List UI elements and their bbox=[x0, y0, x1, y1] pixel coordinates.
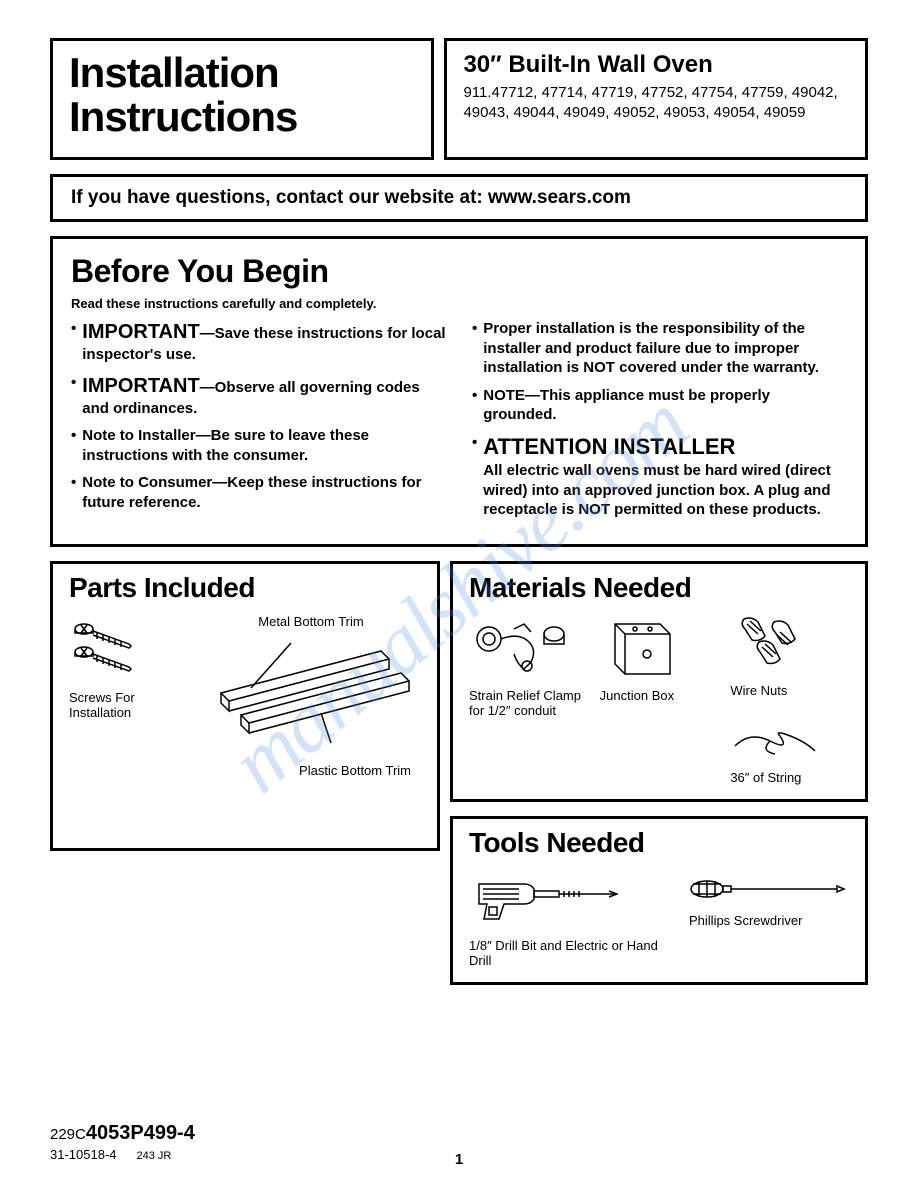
wire-nuts-item: Wire Nuts bbox=[730, 614, 849, 698]
bullet-text: NOTE—This appliance must be properly gro… bbox=[483, 386, 847, 425]
before-you-begin-box: Before You Begin Read these instructions… bbox=[50, 236, 868, 547]
footer-sub-sm: 243 JR bbox=[137, 1150, 172, 1162]
screwdriver-label: Phillips Screwdriver bbox=[689, 913, 849, 928]
trim-top-label: Metal Bottom Trim bbox=[201, 614, 421, 629]
strain-relief-item: Strain Relief Clamp for 1/2″ conduit bbox=[469, 614, 588, 718]
bullet-text: All electric wall ovens must be hard wir… bbox=[483, 462, 831, 518]
footer-sub: 31-10518-4 243 JR bbox=[50, 1147, 195, 1162]
important-lead: IMPORTANT bbox=[82, 321, 199, 343]
screws-area: Screws For Installation bbox=[69, 614, 189, 720]
footer-bold: 4053P499-4 bbox=[86, 1122, 195, 1144]
bullet-icon: • bbox=[71, 473, 76, 512]
bullet-text: Note to Consumer—Keep these instructions… bbox=[82, 473, 446, 512]
bullet-icon: • bbox=[71, 319, 76, 365]
bullet-icon: • bbox=[71, 426, 76, 465]
bullet-item: • Note to Installer—Be sure to leave the… bbox=[71, 426, 446, 465]
string-icon bbox=[730, 726, 820, 766]
footer-sub-text: 31-10518-4 bbox=[50, 1147, 117, 1162]
footer-main: 229C4053P499-4 bbox=[50, 1122, 195, 1145]
important-lead: IMPORTANT bbox=[82, 375, 199, 397]
footer-prefix: 229C bbox=[50, 1126, 86, 1143]
drill-item: 1/8″ Drill Bit and Electric or Hand Dril… bbox=[469, 869, 659, 968]
before-right-col: • Proper installation is the responsibil… bbox=[472, 319, 847, 528]
before-subtitle: Read these instructions carefully and co… bbox=[71, 296, 847, 311]
before-left-col: • IMPORTANT—Save these instructions for … bbox=[71, 319, 446, 528]
junction-box-icon bbox=[600, 614, 680, 684]
header-row: Installation Instructions 30″ Built-In W… bbox=[50, 38, 868, 160]
bullet-text: Proper installation is the responsibilit… bbox=[483, 319, 847, 378]
mid-row: Parts Included bbox=[50, 561, 868, 985]
wirenuts-label: Wire Nuts bbox=[730, 683, 849, 698]
before-title: Before You Begin bbox=[71, 253, 847, 290]
bullet-text: Note to Installer—Be sure to leave these… bbox=[82, 426, 446, 465]
title-line1: Installation bbox=[69, 49, 279, 96]
screwdriver-item: Phillips Screwdriver bbox=[689, 869, 849, 928]
drill-label: 1/8″ Drill Bit and Electric or Hand Dril… bbox=[469, 938, 659, 968]
page-number: 1 bbox=[455, 1151, 463, 1168]
string-item: 36″ of String bbox=[730, 726, 849, 785]
junction-box-item: Junction Box bbox=[600, 614, 719, 703]
bullet-item: • IMPORTANT—Save these instructions for … bbox=[71, 319, 446, 365]
tools-title: Tools Needed bbox=[469, 827, 849, 859]
materials-title: Materials Needed bbox=[469, 572, 849, 604]
bullet-icon: • bbox=[472, 433, 477, 520]
bullet-item: • Note to Consumer—Keep these instructio… bbox=[71, 473, 446, 512]
wire-nuts-icon bbox=[730, 614, 810, 679]
product-name: 30″ Built-In Wall Oven bbox=[463, 51, 849, 79]
strain-relief-icon bbox=[469, 614, 579, 684]
trim-area: Metal Bottom Trim Plastic Bottom Trim bbox=[201, 614, 421, 798]
screwdriver-icon bbox=[689, 869, 849, 909]
attention-heading: ATTENTION INSTALLER bbox=[483, 434, 735, 459]
screws-label: Screws For Installation bbox=[69, 690, 189, 720]
string-label: 36″ of String bbox=[730, 770, 849, 785]
trim-bottom-label: Plastic Bottom Trim bbox=[299, 763, 411, 778]
doc-title: Installation Instructions bbox=[69, 51, 415, 139]
tools-needed-box: Tools Needed 1/8″ Drill Bit and Elec bbox=[450, 816, 868, 985]
footer: 229C4053P499-4 31-10518-4 243 JR bbox=[50, 1122, 195, 1162]
bullet-icon: • bbox=[472, 319, 477, 378]
product-box: 30″ Built-In Wall Oven 911.47712, 47714,… bbox=[444, 38, 868, 160]
screws-icon bbox=[69, 614, 164, 679]
strain-label: Strain Relief Clamp for 1/2″ conduit bbox=[469, 688, 588, 718]
junction-label: Junction Box bbox=[600, 688, 719, 703]
bullet-item: • NOTE—This appliance must be properly g… bbox=[472, 386, 847, 425]
parts-title: Parts Included bbox=[69, 572, 421, 604]
bullet-item: • ATTENTION INSTALLER All electric wall o… bbox=[472, 433, 847, 520]
model-numbers: 911.47712, 47714, 47719, 47752, 47754, 4… bbox=[463, 83, 849, 124]
title-line2: Instructions bbox=[69, 93, 297, 140]
contact-box: If you have questions, contact our websi… bbox=[50, 174, 868, 222]
bullet-icon: • bbox=[472, 386, 477, 425]
drill-icon bbox=[469, 869, 619, 934]
bullet-icon: • bbox=[71, 373, 76, 419]
bullet-item: • IMPORTANT—Observe all governing codes … bbox=[71, 373, 446, 419]
parts-included-box: Parts Included bbox=[50, 561, 440, 851]
materials-needed-box: Materials Needed Strain Relief Clamp bbox=[450, 561, 868, 802]
title-box: Installation Instructions bbox=[50, 38, 434, 160]
bullet-item: • Proper installation is the responsibil… bbox=[472, 319, 847, 378]
